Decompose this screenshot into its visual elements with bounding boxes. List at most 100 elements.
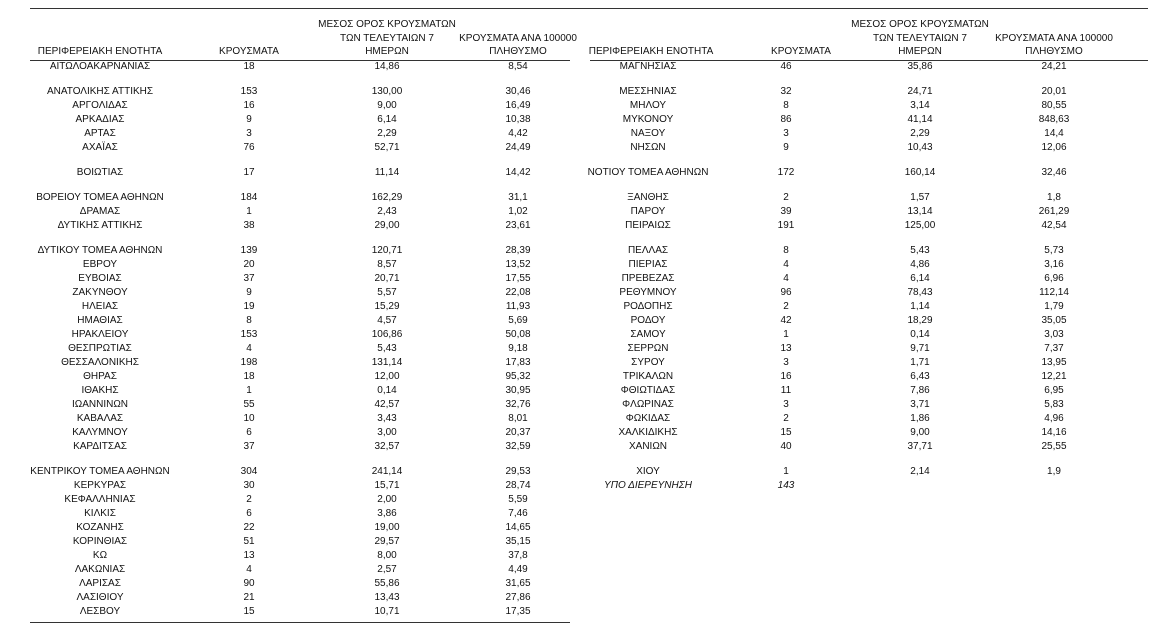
- cases-cell: 20: [243, 259, 255, 270]
- header-per100k-line1: ΚΡΟΥΣΜΑΤΑ ΑΝΑ 100000: [459, 32, 577, 44]
- table-row: ΗΡΑΚΛΕΙΟΥ 153 106,86 50,08: [0, 328, 580, 342]
- region-cell: ΘΗΡΑΣ: [83, 371, 117, 382]
- table-row: ΣΕΡΡΩΝ 13 9,71 7,37: [580, 342, 1166, 356]
- header-avg7-line2: ΤΩΝ ΤΕΛΕΥΤΑΙΩΝ 7: [340, 32, 434, 44]
- table-row: ΦΘΙΩΤΙΔΑΣ 11 7,86 6,95: [580, 384, 1166, 398]
- cases-cell: 4: [783, 259, 789, 270]
- table-row: ΝΑΞΟΥ 3 2,29 14,4: [580, 127, 1166, 141]
- cases-cell: 184: [240, 192, 258, 203]
- per100k-cell: 12,06: [1041, 142, 1067, 153]
- cases-cell: 19: [243, 301, 255, 312]
- per100k-cell: 14,65: [505, 522, 531, 533]
- region-cell: ΕΒΡΟΥ: [82, 259, 118, 270]
- per100k-cell: 6,95: [1044, 385, 1064, 396]
- per100k-cell: 261,29: [1038, 206, 1070, 217]
- region-cell: ΚΕΦΑΛΛΗΝΙΑΣ: [64, 494, 136, 505]
- region-cell: ΧΑΝΙΩΝ: [628, 441, 668, 452]
- header-avg7-line3: ΗΜΕΡΩΝ: [898, 46, 942, 57]
- region-cell: ΚΑΛΥΜΝΟΥ: [72, 427, 128, 438]
- table-row: ΝΗΣΩΝ 9 10,43 12,06: [580, 141, 1166, 155]
- header-avg7-line1: ΜΕΣΟΣ ΟΡΟΣ ΚΡΟΥΣΜΑΤΩΝ: [318, 19, 456, 30]
- table-row: ΠΙΕΡΙΑΣ 4 4,86 3,16: [580, 258, 1166, 272]
- cases-cell: 86: [780, 114, 792, 125]
- region-cell: ΦΛΩΡΙΝΑΣ: [622, 399, 674, 410]
- region-cell: ΥΠΟ ΔΙΕΡΕΥΝΗΣΗ: [604, 480, 692, 491]
- region-cell: ΛΑΚΩΝΙΑΣ: [74, 564, 126, 575]
- cases-cell: 40: [780, 441, 792, 452]
- table-row: ΡΕΘΥΜΝΟΥ 96 78,43 112,14: [580, 286, 1166, 300]
- cases-cell: 4: [246, 564, 252, 575]
- per100k-cell: 1,02: [508, 206, 528, 217]
- per100k-cell: 13,52: [505, 259, 531, 270]
- per100k-cell: 5,83: [1044, 399, 1064, 410]
- region-cell: ΑΝΑΤΟΛΙΚΗΣ ΑΤΤΙΚΗΣ: [46, 86, 154, 97]
- cases-cell: 2: [783, 301, 789, 312]
- per100k-cell: 28,39: [505, 245, 531, 256]
- region-cell: ΑΡΚΑΔΙΑΣ: [75, 114, 125, 125]
- avg7-cell: 9,00: [910, 427, 930, 438]
- avg7-cell: 8,57: [377, 259, 397, 270]
- cases-cell: 37: [243, 273, 255, 284]
- cases-cell: 9: [783, 142, 789, 153]
- per100k-cell: 4,49: [508, 564, 528, 575]
- table-row: ΙΩΑΝΝΙΝΩΝ 55 42,57 32,76: [0, 398, 580, 412]
- header-per100k: ΚΡΟΥΣΜΑΤΑ ΑΝΑ 100000 ΠΛΗΘΥΣΜΟ: [995, 32, 1113, 59]
- region-cell: ΚΟΖΑΝΗΣ: [76, 522, 124, 533]
- cases-cell: 139: [240, 245, 258, 256]
- avg7-cell: 125,00: [904, 220, 936, 231]
- cases-cell: 46: [780, 61, 792, 72]
- cases-cell: 8: [246, 315, 252, 326]
- cases-cell: 15: [243, 606, 255, 617]
- cases-cell: 153: [240, 86, 258, 97]
- table-row: ΧΑΛΚΙΔΙΚΗΣ 15 9,00 14,16: [580, 426, 1166, 440]
- region-cell: ΧΙΟΥ: [636, 466, 660, 477]
- avg7-cell: 1,14: [910, 301, 930, 312]
- region-cell: ΜΑΓΝΗΣΙΑΣ: [619, 61, 677, 72]
- region-cell: ΜΕΣΣΗΝΙΑΣ: [619, 86, 677, 97]
- cases-cell: 8: [783, 100, 789, 111]
- region-cell: ΛΑΡΙΣΑΣ: [79, 578, 121, 589]
- avg7-cell: 2,29: [377, 128, 397, 139]
- table-row: ΘΗΡΑΣ 18 12,00 95,32: [0, 370, 580, 384]
- avg7-cell: 1,86: [910, 413, 930, 424]
- cases-cell: 143: [777, 480, 795, 491]
- avg7-cell: 131,14: [371, 357, 403, 368]
- table-row: ΑΙΤΩΛΟΑΚΑΡΝΑΝΙΑΣ 18 14,86 8,54: [0, 60, 580, 74]
- table-row: ΛΑΡΙΣΑΣ 90 55,86 31,65: [0, 577, 580, 591]
- table-row: ΚΑΡΔΙΤΣΑΣ 37 32,57 32,59: [0, 440, 580, 454]
- table-row: ΚΑΛΥΜΝΟΥ 6 3,00 20,37: [0, 426, 580, 440]
- per100k-cell: 11,93: [505, 301, 531, 312]
- region-cell: ΠΙΕΡΙΑΣ: [628, 259, 668, 270]
- avg7-cell: 9,71: [910, 343, 930, 354]
- top-border: [30, 8, 1148, 9]
- avg7-cell: 20,71: [374, 273, 400, 284]
- region-cell: ΗΡΑΚΛΕΙΟΥ: [71, 329, 129, 340]
- header-per100k-line2: ΠΛΗΘΥΣΜΟ: [489, 46, 547, 57]
- cases-cell: 21: [243, 592, 255, 603]
- cases-cell: 304: [240, 466, 258, 477]
- table-row: ΚΕΝΤΡΙΚΟΥ ΤΟΜΕΑ ΑΘΗΝΩΝ 304 241,14 29,53: [0, 465, 580, 479]
- table-row: ΠΕΙΡΑΙΩΣ 191 125,00 42,54: [580, 219, 1166, 233]
- per100k-cell: 12,21: [1041, 371, 1067, 382]
- table-row: ΠΑΡΟΥ 39 13,14 261,29: [580, 205, 1166, 219]
- header-avg7-line2: ΤΩΝ ΤΕΛΕΥΤΑΙΩΝ 7: [873, 32, 967, 44]
- table-row: ΠΡΕΒΕΖΑΣ 4 6,14 6,96: [580, 272, 1166, 286]
- region-cell: ΚΟΡΙΝΘΙΑΣ: [72, 536, 128, 547]
- region-cell: ΑΧΑΪΑΣ: [82, 142, 118, 153]
- per100k-cell: 30,46: [505, 86, 531, 97]
- per100k-cell: 3,03: [1044, 329, 1064, 340]
- table-row: ΧΑΝΙΩΝ 40 37,71 25,55: [580, 440, 1166, 454]
- per100k-cell: 30,95: [505, 385, 531, 396]
- per100k-cell: 848,63: [1038, 114, 1070, 125]
- avg7-cell: 55,86: [374, 578, 400, 589]
- region-cell: ΘΕΣΠΡΩΤΙΑΣ: [68, 343, 132, 354]
- per100k-cell: 20,37: [505, 427, 531, 438]
- table-row: ΦΛΩΡΙΝΑΣ 3 3,71 5,83: [580, 398, 1166, 412]
- region-cell: ΖΑΚΥΝΘΟΥ: [72, 287, 128, 298]
- avg7-cell: 2,57: [377, 564, 397, 575]
- cases-cell: 3: [783, 128, 789, 139]
- region-cell: ΗΜΑΘΙΑΣ: [77, 315, 123, 326]
- per100k-cell: 1,9: [1047, 466, 1061, 477]
- region-cell: ΦΘΙΩΤΙΔΑΣ: [620, 385, 676, 396]
- table-row: ΚΙΛΚΙΣ 6 3,86 7,46: [0, 507, 580, 521]
